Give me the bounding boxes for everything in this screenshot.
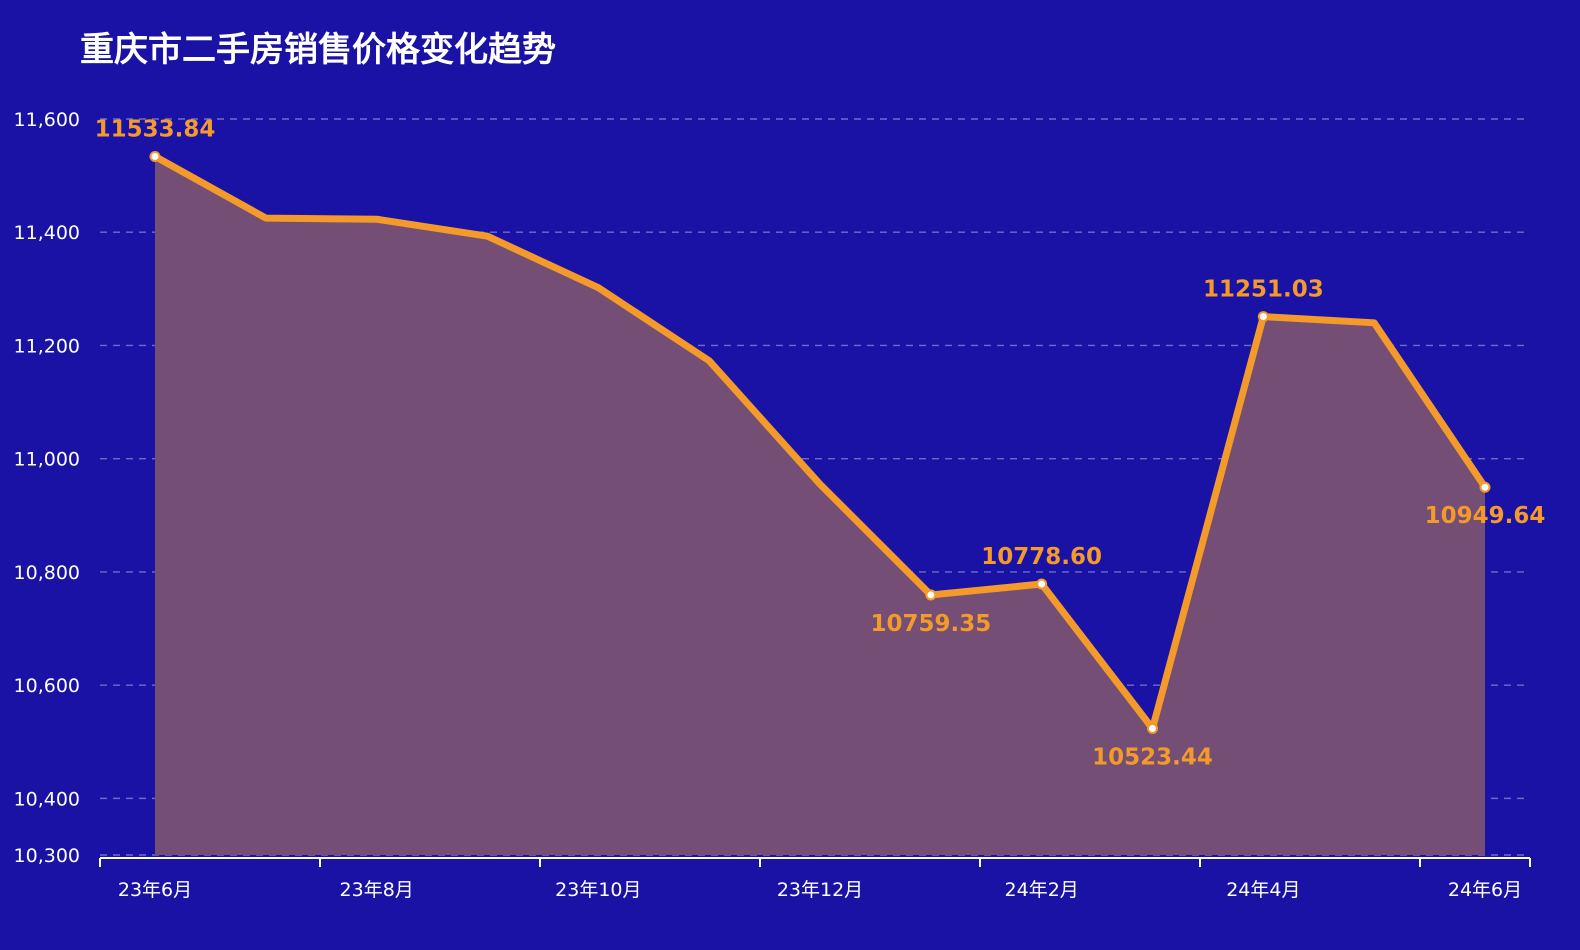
data-point (1257, 311, 1269, 323)
data-label: 11533.84 (95, 116, 216, 142)
axis-layer: 10,300 10,400 10,600 10,800 11,000 11,200 11,4… (14, 109, 1531, 901)
x-tick-label: 23年6月 (118, 879, 192, 901)
x-tick-label: 24年6月 (1448, 879, 1522, 901)
x-tick-label: 24年4月 (1226, 879, 1300, 901)
data-label: 10949.64 (1425, 503, 1546, 529)
y-tick-label: 10,400 (14, 788, 80, 810)
data-point (149, 150, 161, 162)
data-point (1479, 481, 1491, 493)
y-tick-label: 11,200 (14, 335, 80, 357)
x-tick-label: 24年2月 (1005, 879, 1079, 901)
y-tick-label: 11,600 (14, 109, 80, 131)
series-area (155, 156, 1485, 856)
y-tick-label: 10,600 (14, 675, 80, 697)
y-tick-label: 10,800 (14, 562, 80, 584)
data-label: 10523.44 (1092, 744, 1213, 770)
point-layer (149, 150, 1491, 734)
data-label: 11251.03 (1203, 277, 1324, 303)
x-tick-label: 23年8月 (340, 879, 414, 901)
data-point (1147, 722, 1158, 734)
chart-title: 重庆市二手房销售价格变化趋势 (80, 30, 556, 70)
data-point (1036, 578, 1048, 590)
area-layer (155, 156, 1485, 856)
data-point (925, 589, 937, 601)
y-tick-label: 10,300 (14, 845, 80, 867)
data-label: 10759.35 (870, 611, 991, 637)
y-tick-label: 11,000 (14, 449, 80, 471)
x-tick-label: 23年12月 (777, 879, 863, 901)
x-tick-label: 23年10月 (555, 879, 641, 901)
data-label: 10778.60 (981, 544, 1102, 570)
y-tick-label: 11,400 (14, 222, 80, 244)
label-layer: 11533.84 10759.35 10778.60 10523.44 11251.03… (95, 116, 1546, 770)
